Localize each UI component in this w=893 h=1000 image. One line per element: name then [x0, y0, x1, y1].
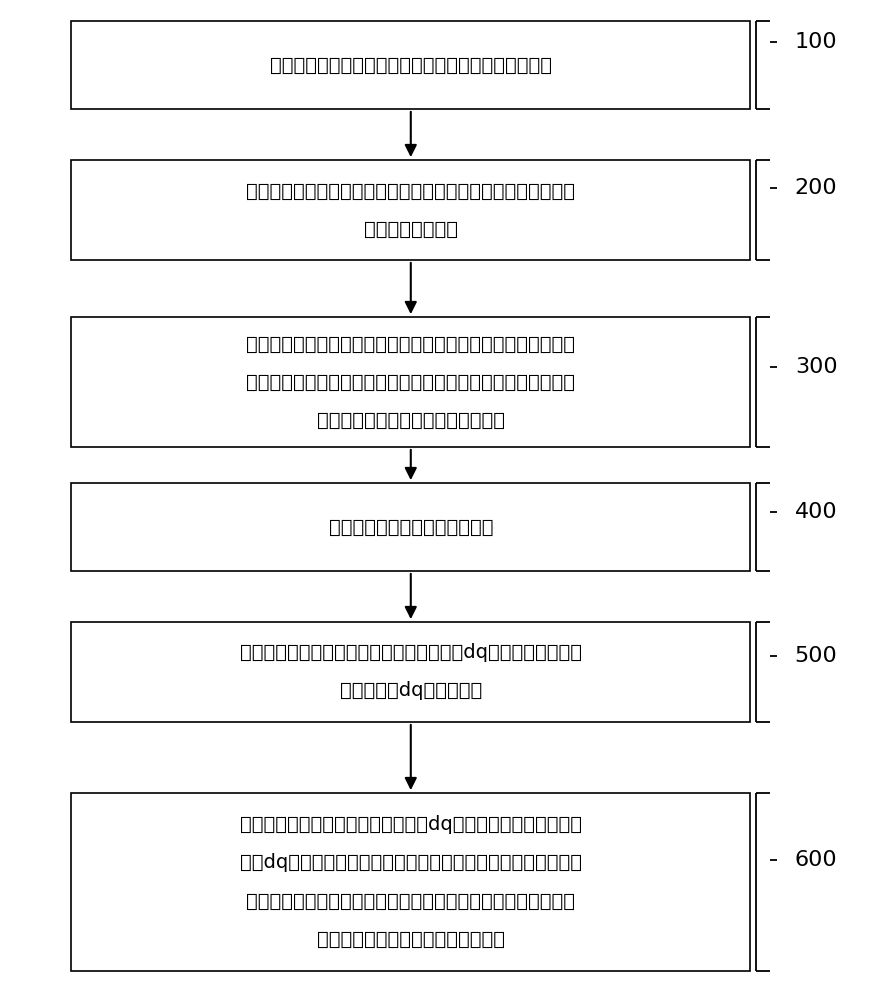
Text: 根据设定的双馈风机的有功功率、无功功率和机端电压，得到双: 根据设定的双馈风机的有功功率、无功功率和机端电压，得到双	[246, 182, 575, 200]
Bar	[71, 793, 750, 971]
Bar	[71, 317, 750, 447]
Text: 第一阶段的输入，得到定子侧变流器和转子侧变流器双闭环控制: 第一阶段的输入，得到定子侧变流器和转子侧变流器双闭环控制	[246, 372, 575, 391]
Text: 馈风机的理论参数: 馈风机的理论参数	[363, 220, 458, 238]
Bar	[71, 483, 750, 571]
Text: 600: 600	[795, 850, 838, 870]
Text: 中的积分输出，完成第二初始化阶段: 中的积分输出，完成第二初始化阶段	[317, 930, 505, 948]
Text: 100: 100	[795, 32, 838, 52]
Bar	[71, 622, 750, 722]
Text: 300: 300	[795, 357, 838, 377]
Text: 获取设定的双馈风机的有功功率、无功功率和机端电压: 获取设定的双馈风机的有功功率、无功功率和机端电压	[270, 55, 552, 75]
Text: 将得到的理论参数作为双馈风机电磁暂态仿真模型中信号选择器: 将得到的理论参数作为双馈风机电磁暂态仿真模型中信号选择器	[246, 334, 575, 354]
Text: 获取双馈风机的控制环输出参数: 获取双馈风机的控制环输出参数	[329, 518, 493, 536]
Text: 侧变流器的dq轴输出电压: 侧变流器的dq轴输出电压	[339, 682, 482, 700]
Text: 400: 400	[795, 502, 838, 522]
Text: 将控制环输出参数、定子侧变流器的dq轴输出电压和转子侧变流: 将控制环输出参数、定子侧变流器的dq轴输出电压和转子侧变流	[240, 816, 581, 834]
Text: 200: 200	[795, 178, 838, 198]
Bar	[71, 21, 750, 109]
Text: 器的dq轴输出电压作为双馈风机电磁暂态仿真模型中信号选择器: 器的dq轴输出电压作为双馈风机电磁暂态仿真模型中信号选择器	[240, 854, 581, 872]
Text: 中的积分输出，完成第一初始化阶段: 中的积分输出，完成第一初始化阶段	[317, 410, 505, 429]
Text: 根据控制环输出参数，得到定子侧变流器的dq轴输出电压和转子: 根据控制环输出参数，得到定子侧变流器的dq轴输出电压和转子	[240, 644, 581, 662]
Bar	[71, 160, 750, 260]
Text: 500: 500	[795, 646, 838, 666]
Text: 第二阶段的输入，得到定子侧变流器和转子侧变流器双闭环控制: 第二阶段的输入，得到定子侧变流器和转子侧变流器双闭环控制	[246, 892, 575, 910]
